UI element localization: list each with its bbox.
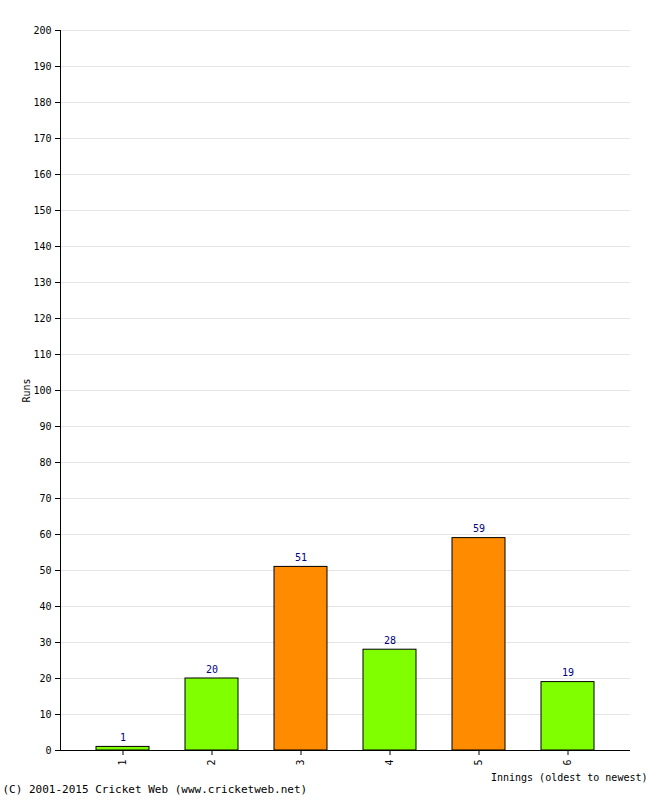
svg-text:190: 190: [33, 61, 51, 72]
svg-text:51: 51: [295, 552, 307, 563]
svg-text:19: 19: [562, 667, 574, 678]
svg-text:4: 4: [384, 760, 395, 766]
svg-text:10: 10: [39, 709, 51, 720]
svg-text:90: 90: [39, 421, 51, 432]
svg-text:30: 30: [39, 637, 51, 648]
svg-text:140: 140: [33, 241, 51, 252]
svg-text:120: 120: [33, 313, 51, 324]
svg-text:1: 1: [117, 760, 128, 766]
svg-text:70: 70: [39, 493, 51, 504]
svg-text:(C) 2001-2015 Cricket Web (www: (C) 2001-2015 Cricket Web (www.cricketwe…: [3, 783, 308, 796]
svg-text:110: 110: [33, 349, 51, 360]
svg-text:170: 170: [33, 133, 51, 144]
svg-text:Runs: Runs: [21, 378, 32, 402]
svg-text:180: 180: [33, 97, 51, 108]
svg-text:80: 80: [39, 457, 51, 468]
svg-text:200: 200: [33, 25, 51, 36]
svg-text:150: 150: [33, 205, 51, 216]
svg-text:130: 130: [33, 277, 51, 288]
svg-text:20: 20: [206, 664, 218, 675]
svg-text:6: 6: [562, 760, 573, 766]
svg-text:5: 5: [473, 760, 484, 766]
svg-text:20: 20: [39, 673, 51, 684]
svg-text:3: 3: [295, 760, 306, 766]
svg-text:28: 28: [384, 635, 396, 646]
svg-text:1: 1: [120, 732, 126, 743]
svg-text:0: 0: [45, 745, 51, 756]
svg-text:100: 100: [33, 385, 51, 396]
svg-text:2: 2: [206, 760, 217, 766]
svg-text:Innings (oldest to newest): Innings (oldest to newest): [491, 772, 648, 783]
svg-text:60: 60: [39, 529, 51, 540]
svg-text:160: 160: [33, 169, 51, 180]
svg-text:40: 40: [39, 601, 51, 612]
svg-text:50: 50: [39, 565, 51, 576]
svg-text:59: 59: [473, 523, 485, 534]
